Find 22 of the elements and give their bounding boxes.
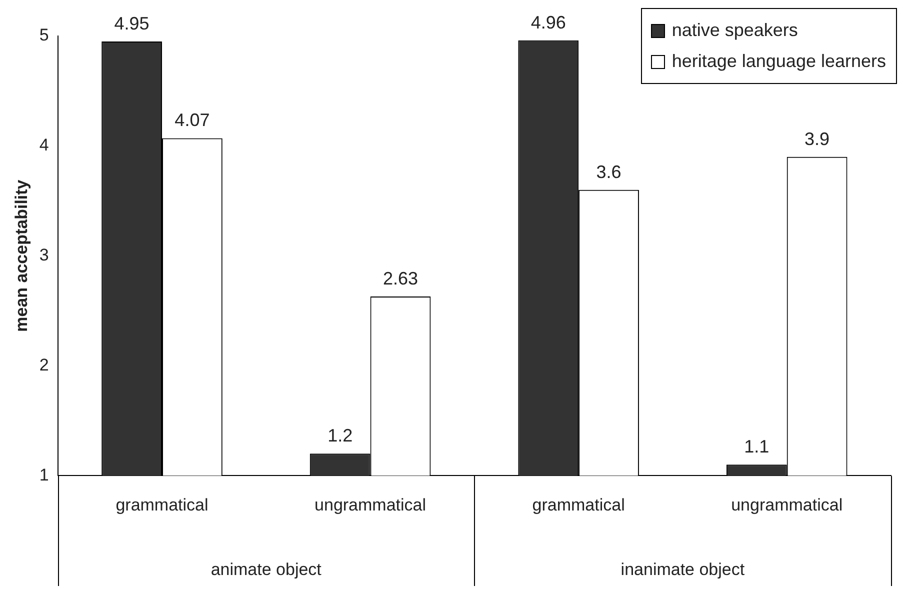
data-label: 4.96 xyxy=(530,12,566,32)
data-label: 1.1 xyxy=(744,436,770,457)
y-axis-title: mean acceptability xyxy=(12,179,31,332)
text: animate object xyxy=(210,560,322,580)
y-tick-label: 2 xyxy=(39,355,49,374)
x-tick-label: ungrammatical xyxy=(731,495,843,514)
data-label: 2.63 xyxy=(382,268,418,288)
legend-label: native speakers xyxy=(672,20,798,41)
y-tick-label: 1 xyxy=(39,465,49,484)
y-tick-label: 3 xyxy=(39,245,49,264)
text: inanimate object xyxy=(620,560,745,580)
data-label: 3.9 xyxy=(804,128,830,149)
data-label: 3.6 xyxy=(596,162,622,182)
data-label: 4.07 xyxy=(174,110,210,130)
x-tick-label: grammatical xyxy=(532,495,625,514)
data-label: 4.95 xyxy=(114,13,150,34)
x-tick-label: grammatical xyxy=(116,495,208,514)
y-tick-label: 5 xyxy=(39,26,49,45)
data-label: 1.2 xyxy=(328,426,353,446)
legend-label: heritage language learners xyxy=(672,51,886,72)
y-tick-label: 4 xyxy=(39,136,49,155)
x-tick-label: ungrammatical xyxy=(314,495,426,514)
